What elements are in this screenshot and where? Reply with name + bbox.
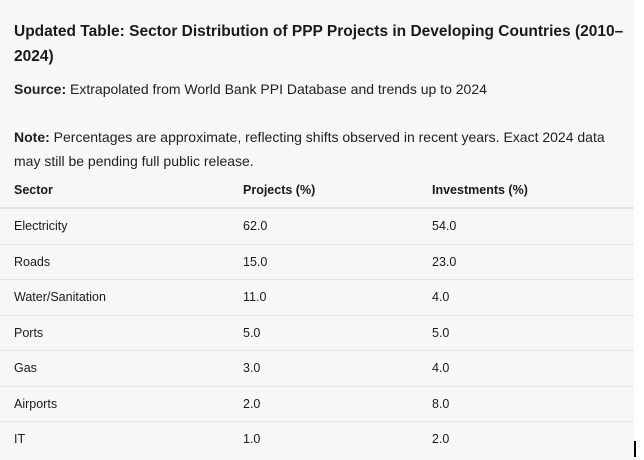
cell-sector: Electricity <box>0 208 243 245</box>
note-paragraph: Note: Percentages are approximate, refle… <box>14 125 634 173</box>
table-row: Gas 3.0 4.0 <box>0 350 634 387</box>
cell-investments: 23.0 <box>432 244 634 280</box>
table-row: Ports 5.0 5.0 <box>0 315 634 351</box>
cell-projects: 5.0 <box>243 315 432 351</box>
header-sector: Sector <box>0 173 243 209</box>
text-cursor <box>634 441 636 457</box>
source-label: Source: <box>14 81 67 97</box>
table-row: IT 1.0 2.0 <box>0 422 634 457</box>
sector-table: Sector Projects (%) Investments (%) Elec… <box>0 173 634 457</box>
note-label: Note: <box>14 129 50 145</box>
source-line: Source: Extrapolated from World Bank PPI… <box>14 77 629 101</box>
cell-investments: 54.0 <box>432 208 634 245</box>
header-investments: Investments (%) <box>432 173 634 209</box>
cell-investments: 4.0 <box>432 350 634 387</box>
cell-sector: Airports <box>0 386 243 422</box>
source-text: Extrapolated from World Bank PPI Databas… <box>66 81 487 97</box>
cell-projects: 15.0 <box>243 244 432 280</box>
page-title: Updated Table: Sector Distribution of PP… <box>14 23 624 65</box>
cell-projects: 3.0 <box>243 350 432 387</box>
cell-projects: 1.0 <box>243 432 261 447</box>
cell-investments: 2.0 <box>432 432 450 447</box>
table-row: Airports 2.0 8.0 <box>0 386 634 422</box>
note-text: Percentages are approximate, reflecting … <box>14 129 605 169</box>
cell-sector: Ports <box>0 315 243 351</box>
cell-projects: 2.0 <box>243 386 432 422</box>
table-row: Electricity 62.0 54.0 <box>0 208 634 245</box>
table-row: Water/Sanitation 11.0 4.0 <box>0 279 634 316</box>
cell-investments: 5.0 <box>432 315 634 351</box>
header-projects: Projects (%) <box>243 173 432 209</box>
table-row: Roads 15.0 23.0 <box>0 244 634 280</box>
cell-projects: 62.0 <box>243 208 432 245</box>
cell-investments: 4.0 <box>432 279 634 316</box>
cell-sector: Roads <box>0 244 243 280</box>
cell-sector: Gas <box>0 350 243 387</box>
cell-projects: 11.0 <box>243 279 432 316</box>
cell-sector: IT <box>14 432 26 447</box>
cell-investments: 8.0 <box>432 386 634 422</box>
table-header-row: Sector Projects (%) Investments (%) <box>0 173 634 209</box>
cell-sector: Water/Sanitation <box>0 279 243 316</box>
